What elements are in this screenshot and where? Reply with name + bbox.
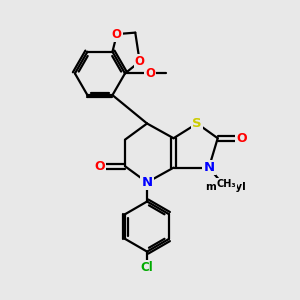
- Text: CH₃: CH₃: [217, 179, 236, 189]
- Text: Cl: Cl: [141, 261, 153, 274]
- Text: O: O: [112, 28, 122, 40]
- Text: N: N: [203, 161, 214, 174]
- Text: O: O: [145, 67, 155, 80]
- Text: O: O: [236, 132, 247, 145]
- Text: O: O: [135, 55, 145, 68]
- Text: S: S: [192, 117, 202, 130]
- Text: methyl: methyl: [205, 182, 245, 192]
- Text: N: N: [142, 176, 153, 189]
- Text: O: O: [94, 160, 105, 173]
